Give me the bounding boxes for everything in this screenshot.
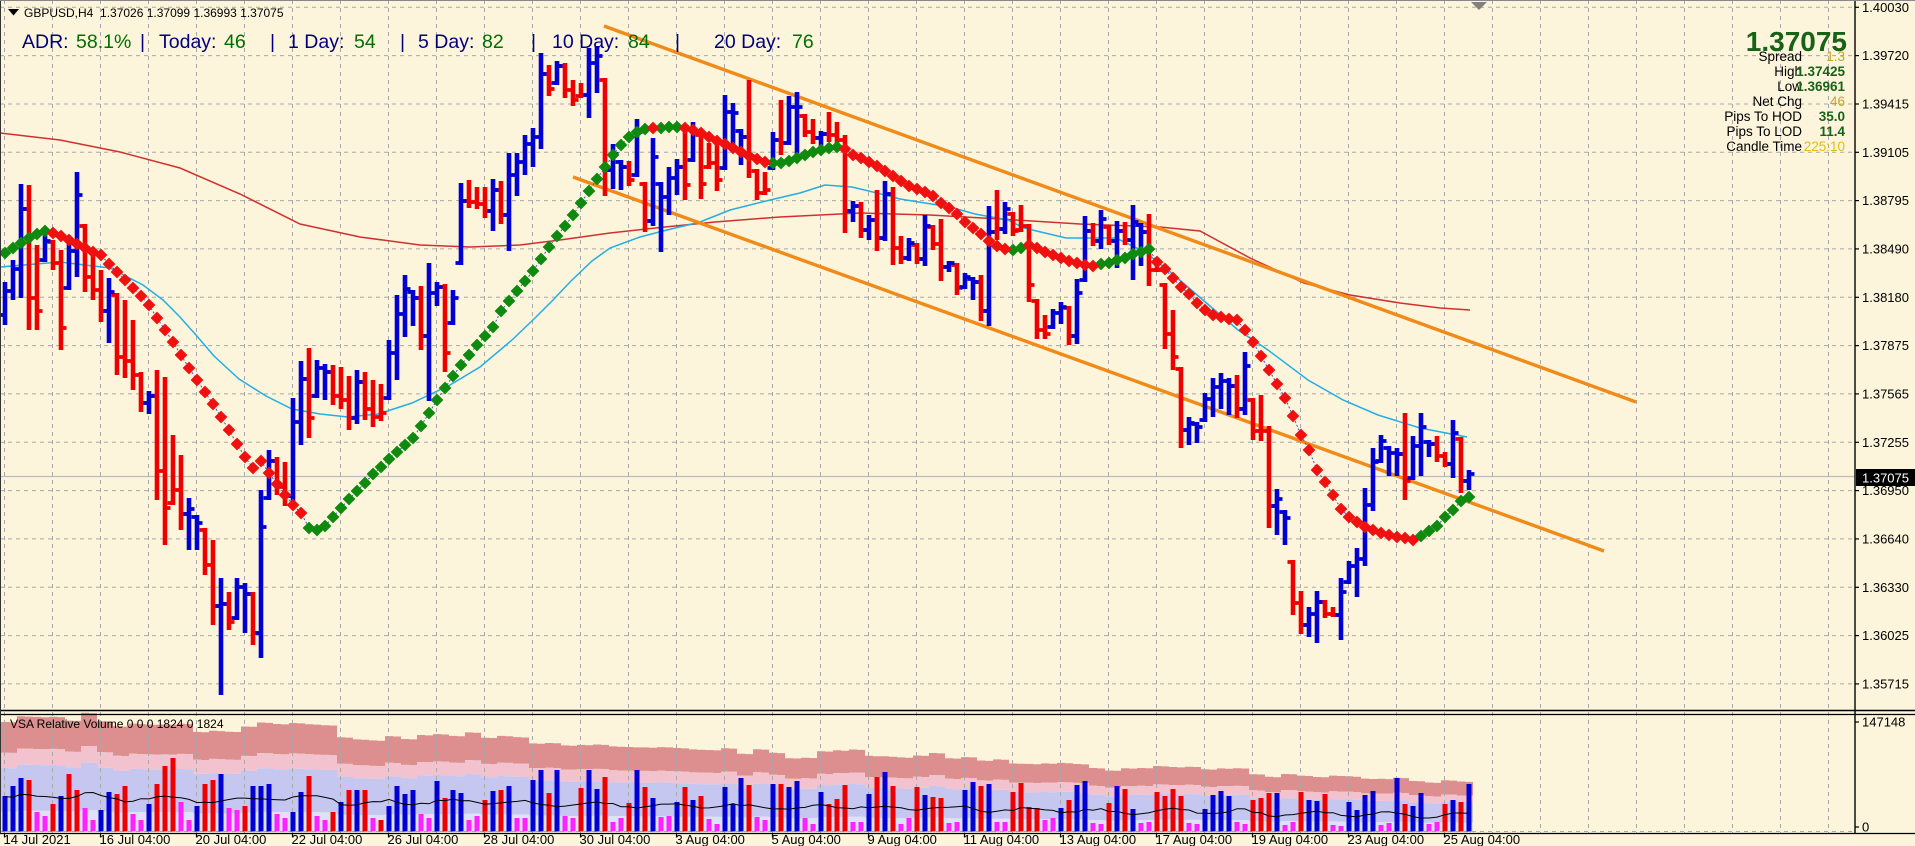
svg-text:1.37565: 1.37565 [1862, 386, 1909, 401]
svg-text:22 Jul 04:00: 22 Jul 04:00 [292, 832, 363, 846]
svg-text:1.39105: 1.39105 [1862, 145, 1909, 160]
svg-text:30 Jul 04:00: 30 Jul 04:00 [580, 832, 651, 846]
svg-text:Net Chg: Net Chg [1752, 94, 1802, 109]
svg-text:1.38180: 1.38180 [1862, 290, 1909, 305]
svg-text:1.37075: 1.37075 [1746, 26, 1847, 57]
svg-text:5 Aug 04:00: 5 Aug 04:00 [772, 832, 841, 846]
svg-text:VSA Relative Volume 0 0 0 1824: VSA Relative Volume 0 0 0 1824 0 1824 [10, 717, 224, 731]
svg-text:1.36961: 1.36961 [1796, 79, 1845, 94]
svg-text:Pips To HOD: Pips To HOD [1724, 109, 1802, 124]
svg-text:11 Aug 04:00: 11 Aug 04:00 [964, 832, 1040, 846]
svg-text:1.3: 1.3 [1826, 49, 1845, 64]
svg-text:26 Jul 04:00: 26 Jul 04:00 [388, 832, 459, 846]
svg-text:14 Jul 2021: 14 Jul 2021 [4, 832, 71, 846]
svg-text:25 Aug 04:00: 25 Aug 04:00 [1444, 832, 1521, 846]
svg-text:1.36025: 1.36025 [1862, 628, 1909, 643]
svg-text:3 Aug 04:00: 3 Aug 04:00 [676, 832, 745, 846]
svg-text:1.37875: 1.37875 [1862, 338, 1909, 353]
svg-text:1.36640: 1.36640 [1862, 531, 1909, 546]
svg-text:23 Aug 04:00: 23 Aug 04:00 [1348, 832, 1425, 846]
svg-text:28 Jul 04:00: 28 Jul 04:00 [484, 832, 555, 846]
svg-text:0: 0 [1862, 820, 1869, 835]
svg-text:19 Aug 04:00: 19 Aug 04:00 [1252, 832, 1329, 846]
svg-text:1.39720: 1.39720 [1862, 48, 1909, 63]
svg-text:1.36330: 1.36330 [1862, 580, 1909, 595]
svg-text:1.35715: 1.35715 [1862, 676, 1909, 691]
svg-text:147148: 147148 [1862, 715, 1905, 730]
svg-text:Pips To LOD: Pips To LOD [1726, 124, 1802, 139]
svg-text:20 Jul 04:00: 20 Jul 04:00 [196, 832, 267, 846]
svg-text:11.4: 11.4 [1819, 124, 1845, 139]
svg-text:35.0: 35.0 [1819, 109, 1845, 124]
svg-text:1.36950: 1.36950 [1862, 483, 1909, 498]
svg-text:1.37075: 1.37075 [1862, 471, 1909, 486]
svg-text:ADR:58.1%|Today:46|1 Day:54|5: ADR: 58.1% | Today: 46 | 1 Day: 54 | 5 Day: 82 | 10 … [22, 31, 814, 53]
svg-text:16 Jul 04:00: 16 Jul 04:00 [100, 832, 171, 846]
svg-text:1.40030: 1.40030 [1862, 0, 1909, 15]
svg-text:Candle Time: Candle Time [1726, 139, 1802, 154]
svg-text:1.38490: 1.38490 [1862, 241, 1909, 256]
svg-text:1.37255: 1.37255 [1862, 435, 1909, 450]
svg-text:17 Aug 04:00: 17 Aug 04:00 [1156, 832, 1233, 846]
svg-text:1.38795: 1.38795 [1862, 193, 1909, 208]
svg-text:1.39415: 1.39415 [1862, 97, 1909, 112]
svg-text:Spread: Spread [1758, 49, 1802, 64]
svg-text:13 Aug 04:00: 13 Aug 04:00 [1060, 832, 1137, 846]
svg-text:9 Aug 04:00: 9 Aug 04:00 [868, 832, 937, 846]
svg-text:225:10: 225:10 [1804, 139, 1845, 154]
svg-text:GBPUSD,H4 1.37026 1.37099 1.3: GBPUSD,H4 1.37026 1.37099 1.36993 1.3707… [24, 6, 284, 20]
svg-text:Low: Low [1777, 79, 1802, 94]
svg-text:46: 46 [1830, 94, 1845, 109]
svg-text:High: High [1774, 64, 1802, 79]
svg-text:1.37425: 1.37425 [1796, 64, 1845, 79]
